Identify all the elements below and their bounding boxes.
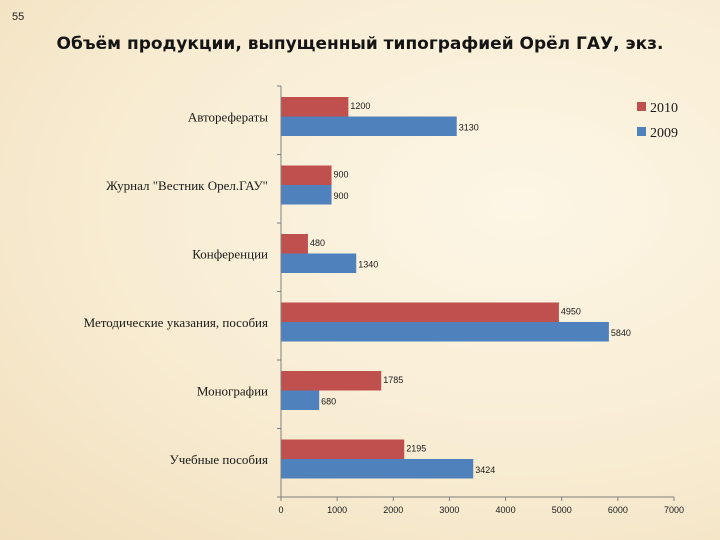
legend-label: 2009 (650, 126, 678, 141)
category-label: Монографии (197, 384, 268, 399)
category-label: Учебные пособия (170, 452, 268, 467)
category-labels-group: Авторефераты Журнал "Вестник Орел.ГАУ" Кон… (84, 110, 269, 468)
bar-2010 (281, 165, 332, 185)
data-label: 900 (334, 191, 349, 201)
bar-2009 (281, 253, 357, 273)
data-label: 3424 (475, 465, 495, 475)
data-label: 5840 (611, 328, 631, 338)
x-tick-label: 4000 (496, 505, 516, 515)
category-label: Журнал "Вестник Орел.ГАУ" (106, 178, 268, 193)
bars-group (281, 97, 609, 479)
data-label: 1785 (383, 375, 403, 385)
x-tick-label: 5000 (552, 505, 572, 515)
bar-2010 (281, 371, 382, 391)
bar-2009 (281, 322, 609, 342)
data-label: 900 (334, 170, 349, 180)
chart-title: Объём продукции, выпущенный типографией … (56, 34, 664, 54)
category-label: Авторефераты (188, 110, 268, 125)
x-axis: 0 1000 2000 3000 4000 5000 6000 7000 (277, 85, 684, 515)
x-tick-label: 1000 (327, 505, 347, 515)
bar-2009 (281, 185, 332, 205)
x-tick-label: 3000 (439, 505, 459, 515)
category-label: Конференции (192, 247, 268, 262)
bar-2010 (281, 234, 308, 254)
data-label: 4950 (561, 307, 581, 317)
x-tick-label: 0 (278, 505, 283, 515)
data-label: 2195 (406, 444, 426, 454)
legend-swatch-2009 (637, 127, 646, 136)
legend-swatch-2010 (637, 102, 646, 111)
x-tick-label: 2000 (383, 505, 403, 515)
data-label: 3130 (459, 123, 479, 133)
x-tick-label: 6000 (608, 505, 628, 515)
bar-2010 (281, 97, 349, 117)
data-label: 1200 (350, 101, 370, 111)
category-label: Методические указания, пособия (84, 315, 268, 330)
slide-number: 55 (12, 11, 25, 23)
bar-2009 (281, 390, 320, 410)
value-labels-group: 1200 3130 900 900 480 1340 4950 5840 1785 680 2195… (310, 101, 631, 475)
data-label: 1340 (358, 260, 378, 270)
x-tick-label: 7000 (664, 505, 684, 515)
bar-2010 (281, 439, 405, 459)
legend-label: 2010 (650, 101, 678, 116)
legend: 2010 2009 (637, 101, 678, 141)
bar-2009 (281, 116, 457, 136)
data-label: 680 (321, 397, 336, 407)
data-label: 480 (310, 238, 325, 248)
bar-2009 (281, 459, 474, 479)
bar-2010 (281, 302, 559, 322)
